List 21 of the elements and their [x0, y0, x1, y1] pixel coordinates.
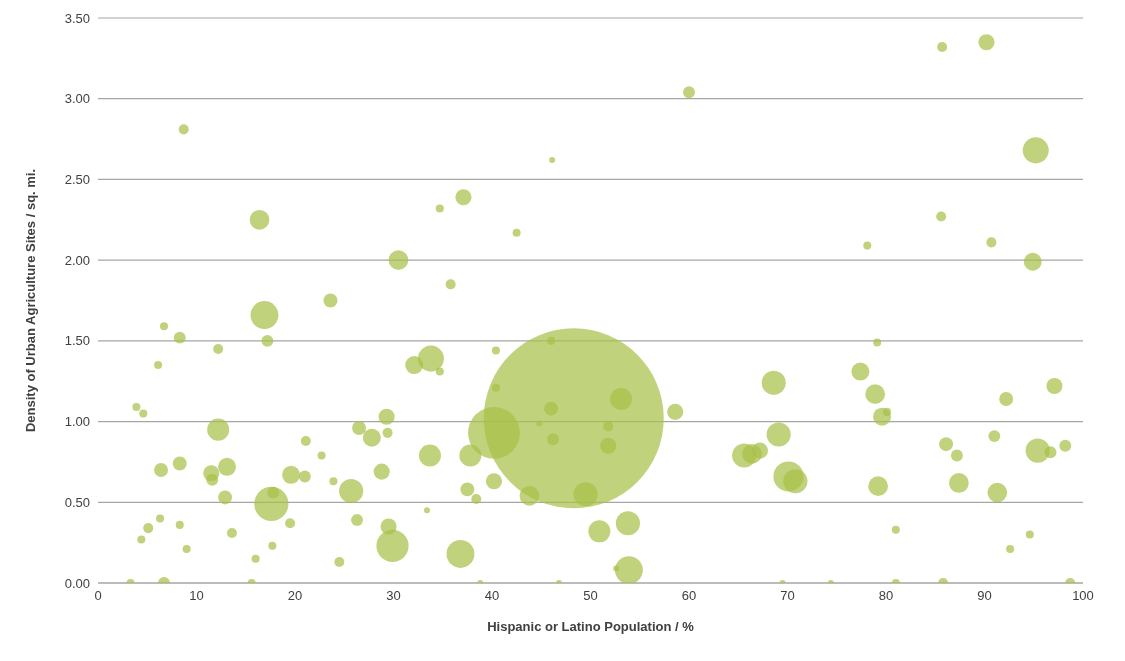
y-tick-label: 3.00 [64, 91, 90, 107]
x-tick-label: 80 [878, 588, 894, 604]
x-tick-label: 100 [1072, 588, 1094, 604]
x-tick-label: 90 [977, 588, 992, 604]
x-tick-label: 60 [681, 588, 697, 604]
x-tick-label: 50 [583, 588, 598, 604]
x-tick-label: 0 [94, 588, 102, 604]
y-tick-label: 1.50 [64, 333, 90, 349]
x-tick-label: 20 [287, 588, 303, 604]
y-tick-label: 2.50 [64, 172, 90, 188]
y-tick-label: 2.00 [64, 252, 90, 268]
x-tick-label: 10 [189, 588, 204, 604]
y-tick-label: 1.00 [64, 414, 90, 430]
y-tick-label: 3.50 [64, 10, 90, 26]
x-axis-title: Hispanic or Latino Population / % [487, 619, 695, 634]
x-tick-label: 30 [386, 588, 401, 604]
x-tick-label: 70 [780, 588, 795, 604]
y-tick-label: 0.00 [64, 575, 90, 591]
y-tick-label: 0.50 [64, 494, 90, 510]
y-axis-title: Density of Urban Agriculture Sites / sq. mi. [22, 168, 38, 433]
x-tick-label: 40 [484, 588, 500, 604]
